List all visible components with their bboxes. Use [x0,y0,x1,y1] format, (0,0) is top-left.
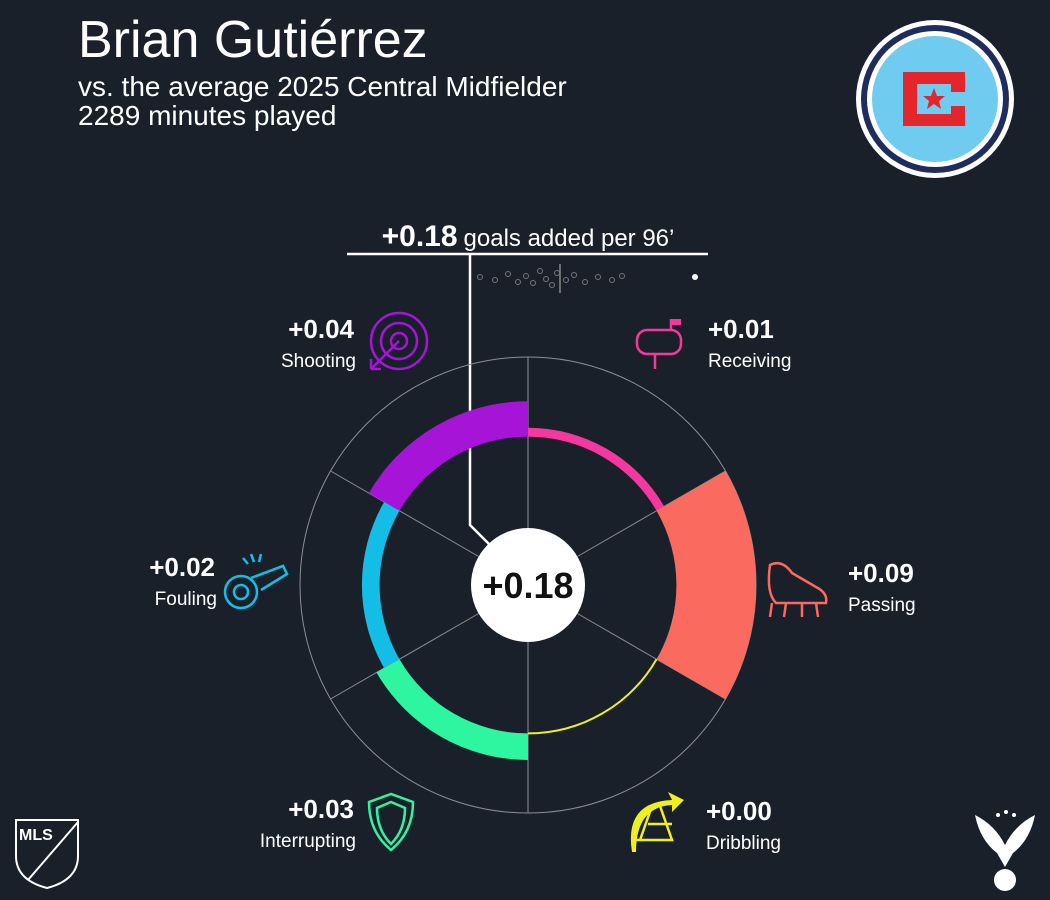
center-total: +0.18 [482,565,573,606]
league-logo-text: MLS [19,827,53,844]
category-icon [635,319,683,369]
icon-part [232,583,250,601]
icon-part [223,574,259,610]
icon-part [379,321,419,361]
distribution [477,268,625,288]
player-marker [692,274,698,280]
icon-part [369,340,400,371]
category-icon [767,562,828,618]
divider [330,613,479,700]
league-logo: MLS [15,819,79,890]
bar [527,658,658,735]
bar [376,659,528,760]
plot: +0.18 +0.01 Receiving +0.09 Passing +0.00 Drib… [149,311,916,854]
bar [368,401,528,511]
bar [656,471,756,699]
value-label: +0.00 [706,796,772,826]
category-icon [369,311,429,371]
divider [330,470,479,557]
value-label: +0.03 [288,794,354,824]
club-crest [975,810,1035,891]
header: +0.18 goals added per 96’ [382,220,675,253]
category-label: Receiving [708,351,791,372]
category-icon [223,553,289,610]
icon-part [389,331,409,351]
icon-part [367,792,415,852]
value-label: +0.02 [149,552,215,582]
icon-part [635,328,683,356]
category-icon [630,792,684,852]
bar [361,501,400,669]
category-label: Shooting [281,351,356,372]
team-logo [856,20,1014,178]
icon-part [671,319,681,325]
subtitle: vs. the average 2025 Central Midfielder [78,71,567,102]
icon-part [369,311,429,371]
subtitle: 2289 minutes played [78,100,336,131]
header-total: +0.18 [382,220,458,253]
category-label: Dribbling [706,833,781,854]
bar [528,427,665,511]
value-label: +0.09 [848,558,914,588]
chart-title: Brian Gutiérrez [78,11,428,69]
center-circle [471,528,585,642]
icon-part [630,792,684,852]
value-label: +0.04 [288,314,354,344]
icon-part [767,562,828,618]
category-label: Passing [848,595,916,616]
header-text: goals added per 96’ [464,225,675,252]
connector [468,255,493,548]
category-label: Fouling [155,589,217,610]
category-label: Interrupting [260,831,356,852]
category-icon [367,792,415,852]
icon-part [242,553,289,592]
value-label: +0.01 [708,314,774,344]
